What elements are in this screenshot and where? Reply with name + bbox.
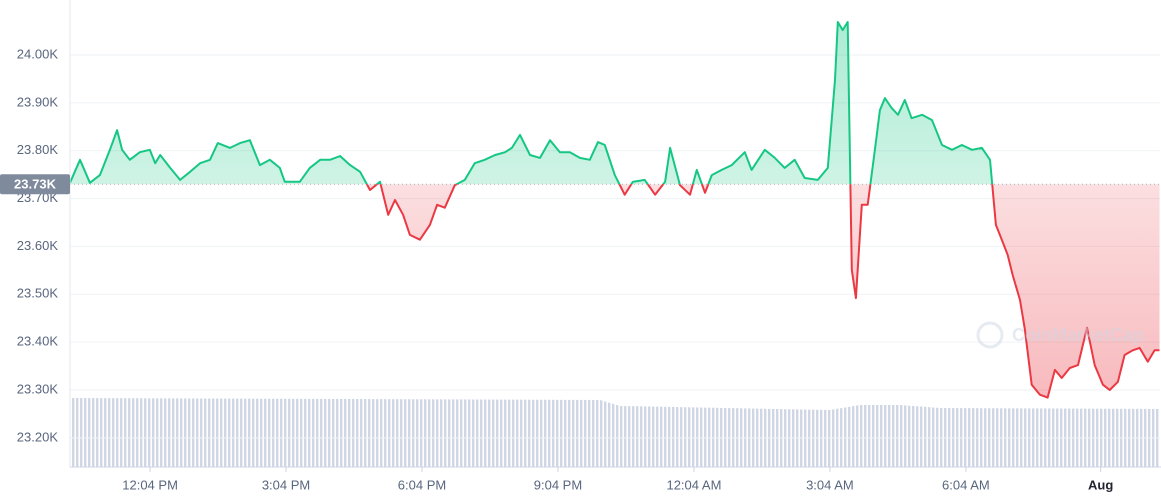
x-tick-label: 6:04 PM (398, 477, 446, 492)
watermark: CoinMarketCap (976, 321, 1144, 349)
x-tick-label: 9:04 PM (534, 477, 582, 492)
x-tick-label: 3:04 AM (806, 477, 854, 492)
y-tick-label: 24.00K (17, 46, 59, 61)
price-line-up (69, 21, 994, 185)
y-tick-label: 23.50K (17, 286, 59, 301)
price-line-down (365, 184, 1160, 399)
area-up (70, 22, 1160, 185)
baseline-label-box (0, 174, 70, 195)
x-tick-label: 12:04 AM (666, 477, 721, 492)
y-tick-label: 23.40K (17, 334, 59, 349)
y-tick-label: 23.80K (17, 142, 59, 157)
x-tick-label: Aug (1088, 477, 1113, 492)
watermark-text: CoinMarketCap (1012, 325, 1144, 345)
x-tick-label: 6:04 AM (942, 477, 990, 492)
volume-bars (70, 398, 1160, 467)
x-tick-label: 12:04 PM (122, 477, 178, 492)
y-tick-label: 23.60K (17, 238, 59, 253)
y-tick-label: 23.90K (17, 94, 59, 109)
y-tick-label: 23.20K (17, 429, 59, 444)
baseline-label: 23.73K (14, 177, 57, 192)
y-tick-label: 23.30K (17, 381, 59, 396)
x-tick-label: 3:04 PM (262, 477, 310, 492)
area-down (366, 184, 1160, 398)
